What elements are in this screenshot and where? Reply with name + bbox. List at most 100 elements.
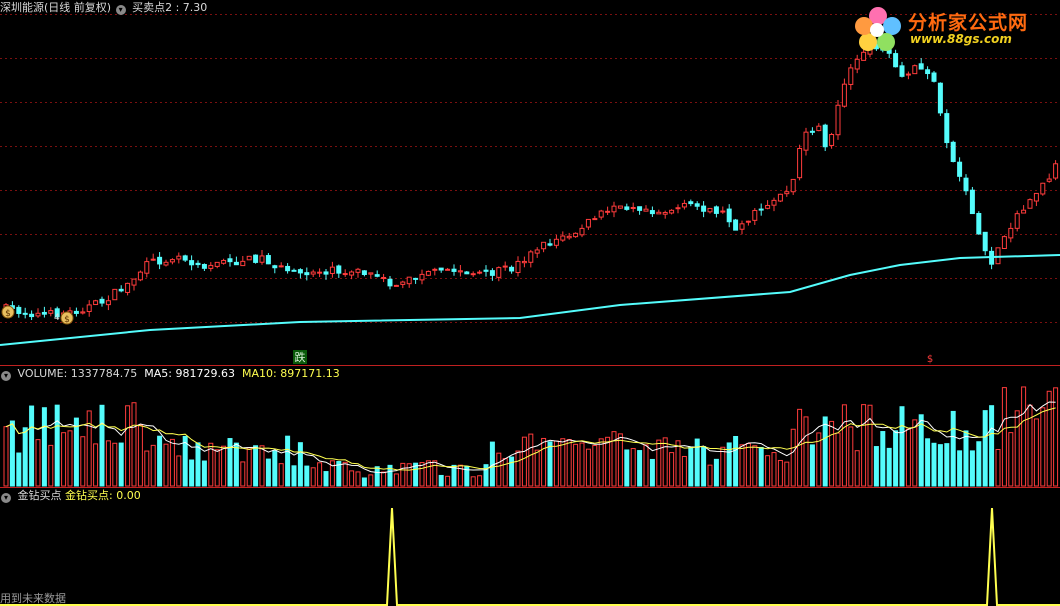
candle-body [515,260,521,273]
candle-body [1014,213,1020,229]
volume-bar [790,428,796,487]
candle-body [918,63,924,70]
volume-bar [413,462,419,487]
fall-signal-label: 跌 [295,350,306,364]
volume-bar [803,416,809,487]
volume-bar [1040,407,1046,487]
volume-bar [688,446,694,487]
volume-bar [515,450,521,487]
candle-body [560,235,566,241]
volume-bar [880,431,886,487]
candle-body [329,266,335,274]
money-bag-symbol: $ [5,309,11,319]
candle-body [483,269,489,272]
volume-bar [899,406,905,487]
volume-bar [835,432,841,487]
volume-bar [29,405,35,487]
candle-body [1021,209,1027,214]
candle-body [1046,178,1052,182]
candle-body [669,209,675,214]
volume-bar [976,441,982,487]
flower-logo-icon [855,7,901,51]
volume-bar [393,473,399,487]
gold-diamond-signal-line [0,507,1060,606]
volume-bar [496,452,502,487]
volume-bars[interactable] [3,386,1059,487]
candle-body [829,134,835,146]
candle-body [605,210,611,213]
candle-body [861,51,867,61]
candle-body [1027,199,1033,209]
collapse-icon[interactable]: ▾ [1,371,11,381]
volume-bar [957,450,963,487]
candle-body [681,202,687,208]
volume-bar [259,445,265,487]
candle-body [35,312,41,317]
candle-body [470,273,476,276]
volume-bar [669,452,675,487]
volume-bar [80,436,86,487]
volume-bar [16,452,22,487]
candle-body [291,269,297,272]
volume-bar [925,438,931,487]
candle-body [240,260,246,267]
candle-body [547,243,553,246]
volume-bar [745,443,751,487]
candle-body [445,268,451,271]
volume-bar [739,444,745,487]
candlesticks[interactable] [3,39,1059,321]
candle-body [285,265,291,272]
candle-body [451,268,457,272]
candle-body [963,177,969,192]
volume-bar [854,450,860,487]
volume-bar [374,466,380,487]
candle-body [317,271,323,274]
candle-body [323,271,329,275]
volume-bar [1053,387,1059,487]
collapse-icon[interactable]: ▾ [1,493,11,503]
money-bag-icon: $ [1,305,15,319]
volume-bar [662,437,668,487]
volume-bar [317,462,323,487]
volume-bar [355,471,361,487]
candle-body [208,264,214,269]
volume-bar [643,444,649,487]
candle-body [195,262,201,266]
collapse-icon[interactable]: ▾ [115,5,126,15]
candle-body [598,210,604,218]
volume-bar [118,442,124,487]
volume-bar [176,455,182,487]
volume-bar [137,424,143,487]
candle-body [592,218,598,221]
candle-body [573,232,579,238]
volume-bar [240,461,246,487]
candle-body [221,259,227,264]
volume-bar [829,420,835,487]
ma5-label: MA5: [144,367,172,380]
volume-bar [771,452,777,487]
fall-signal-marker: 跌 [293,350,307,364]
candle-body [22,312,28,315]
candle-body [169,259,175,263]
volume-bar [54,404,60,487]
candle-body [656,211,662,215]
candle-body [925,69,931,75]
volume-bar [861,404,867,487]
volume-bar [541,437,547,487]
candle-body [272,265,278,269]
candle-body [758,208,764,211]
volume-bar [547,441,553,487]
volume-bar [534,449,540,487]
volume-bar [131,402,137,487]
candle-body [278,265,284,268]
candle-body [464,271,470,275]
candle-body [16,306,22,314]
candle-body [937,82,943,114]
volume-bar [816,432,822,487]
candle-body [393,284,399,287]
candle-body [624,206,630,210]
site-logo[interactable]: 分析家公式网 www.88gs.com [852,4,1052,52]
indicator-panel-header: ▾ 金钻买点 金钻买点: 0.00 [0,489,141,503]
candle-body [912,65,918,75]
